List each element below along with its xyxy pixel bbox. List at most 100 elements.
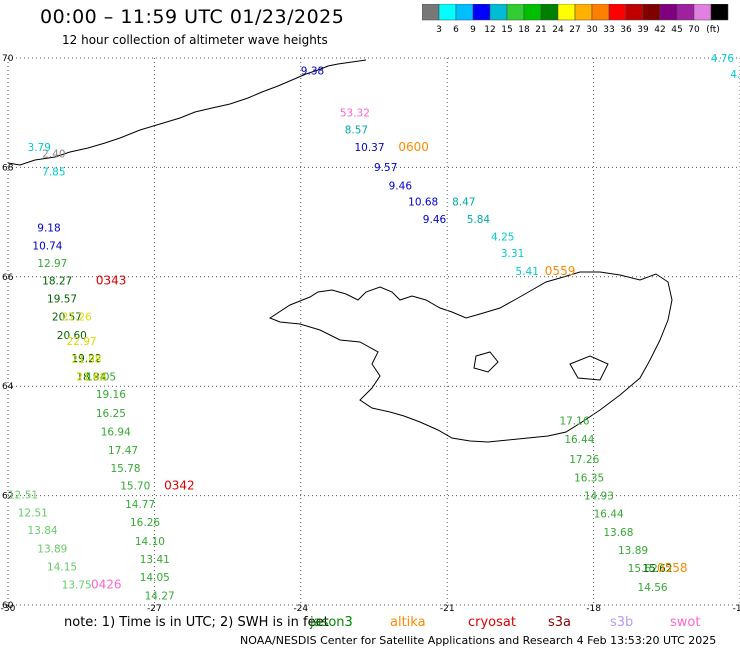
- wave-height-label: 9.46: [389, 180, 413, 192]
- wave-height-label: 14.93: [584, 490, 614, 502]
- wave-height-label: 14.27: [145, 591, 175, 603]
- legend-label: 33: [603, 25, 614, 35]
- axis-tick-labels: -30 -27 -24 -21 -18 -15 70 68 66 64 62 60: [1, 54, 740, 614]
- wave-height-label: 9.38: [301, 65, 324, 77]
- legend-label: 30: [586, 25, 598, 35]
- lat-tick-label: 64: [2, 382, 14, 392]
- map-subtitle: 12 hour collection of altimeter wave hei…: [62, 33, 328, 47]
- wave-height-label: 4.25: [491, 232, 514, 244]
- pass-time-label: 0558: [657, 561, 688, 575]
- wave-height-label: 9.46: [423, 214, 447, 226]
- lat-tick-label: 62: [2, 492, 13, 502]
- wave-height-label: 5.84: [467, 214, 491, 226]
- satellite-name: swot: [670, 615, 700, 630]
- lon-tick-label: -27: [147, 604, 162, 614]
- legend-label: 27: [569, 25, 580, 35]
- lat-tick-label: 66: [2, 273, 14, 283]
- lon-tick-label: -21: [440, 604, 455, 614]
- wave-height-label: 9.18: [37, 222, 60, 234]
- wave-height-label: 12.51: [18, 507, 48, 519]
- legend-label: 36: [620, 25, 632, 35]
- legend-label: 42: [654, 25, 665, 35]
- lat-tick-label: 70: [2, 54, 14, 64]
- legend-label: 39: [637, 25, 649, 35]
- lon-tick-label: -15: [733, 604, 740, 614]
- note-text: note: 1) Time is in UTC; 2) SWH is in fe…: [64, 615, 329, 630]
- iceland-coastline: [268, 271, 673, 443]
- footer-credit: NOAA/NESDIS Center for Satellite Applica…: [240, 634, 717, 647]
- legend-label: 3: [436, 25, 442, 35]
- legend-swatch: [710, 4, 729, 21]
- wave-height-label: 10.68: [408, 197, 438, 209]
- legend-unit: (ft): [706, 25, 720, 35]
- wave-height-label: 21.98: [71, 354, 101, 366]
- lon-tick-label: -18: [586, 604, 601, 614]
- pass-time-label: 0342: [164, 479, 195, 493]
- wave-height-labels: 9.38 53.32 8.57 8.47 5.84 10.37 9.57 9.46 10.68 9…: [8, 53, 740, 603]
- lat-tick-label: 68: [2, 163, 14, 173]
- legend-label: 45: [671, 25, 682, 35]
- wave-height-label: 10.74: [32, 240, 62, 252]
- wave-height-label: 17.47: [108, 445, 138, 457]
- wave-height-label: 53.32: [340, 108, 370, 120]
- wave-height-label: 21.26: [62, 312, 92, 324]
- wave-height-label: 14.77: [125, 499, 155, 511]
- satellite-name: s3a: [548, 615, 571, 630]
- wave-height-label: 15.70: [120, 481, 150, 493]
- wave-height-label: 13.75: [62, 580, 92, 592]
- satellite-name: s3b: [610, 615, 633, 630]
- wave-height-label: 16.25: [96, 408, 126, 420]
- wave-height-label: 13.89: [37, 543, 67, 555]
- wave-height-label: 13.41: [140, 554, 170, 566]
- satellite-name: cryosat: [468, 615, 516, 630]
- map-title: 00:00 – 11:59 UTC 01/23/2025: [40, 6, 345, 28]
- wave-height-label: 16.26: [130, 517, 160, 529]
- wave-height-label: 13.84: [28, 525, 58, 537]
- legend-label: 9: [470, 25, 476, 35]
- iceland-glacier: [569, 355, 609, 381]
- wave-height-label: 20.57: [52, 312, 82, 324]
- wave-height-label: 12.97: [37, 258, 67, 270]
- legend-label: 24: [552, 25, 564, 35]
- iceland-lake: [473, 351, 499, 373]
- wave-height-label: 19.05: [86, 372, 116, 384]
- satellite-name: jason3: [309, 615, 353, 630]
- wave-height-label: 16.94: [101, 426, 131, 438]
- wave-height-label: 4.36: [730, 69, 740, 81]
- lat-tick-label: 60: [2, 601, 14, 611]
- note-line: note: 1) Time is in UTC; 2) SWH is in fe…: [64, 615, 700, 630]
- satellite-name: altika: [390, 615, 426, 630]
- lon-tick-label: -24: [293, 604, 308, 614]
- wave-height-label: 3.79: [28, 142, 51, 154]
- wave-height-label: 14.56: [638, 582, 668, 594]
- pass-time-labels: 0600 0343 0559 0342 0426 0558: [91, 140, 688, 592]
- wave-height-label: 13.68: [603, 527, 633, 539]
- wave-height-label: 4.76: [711, 53, 735, 65]
- legend-label: 15: [501, 25, 512, 35]
- wave-height-label: 14.05: [140, 572, 170, 584]
- legend-label: 18: [518, 25, 530, 35]
- wave-height-label: 16.44: [594, 508, 624, 520]
- wave-height-label: 22.97: [67, 336, 97, 348]
- wave-height-label: 7.85: [42, 167, 65, 179]
- legend-label: 12: [484, 25, 495, 35]
- wave-height-label: 16.35: [574, 472, 604, 484]
- wave-height-label: 5.41: [516, 266, 539, 278]
- wave-height-label: 19.57: [47, 294, 77, 306]
- wave-height-label: 2.40: [42, 149, 65, 161]
- wave-height-label: 9.57: [374, 162, 397, 174]
- wave-height-label: 15.62: [628, 563, 658, 575]
- pass-time-label: 0426: [91, 578, 122, 592]
- wave-height-label: 3.31: [501, 248, 524, 260]
- wave-height-label: 18.27: [42, 275, 72, 287]
- legend-label: 70: [688, 25, 700, 35]
- wave-height-label: 15.78: [110, 463, 140, 475]
- legend-label: 21: [535, 25, 546, 35]
- wave-height-label: 8.47: [452, 197, 475, 209]
- wave-height-label: 8.57: [345, 124, 368, 136]
- wave-height-label: 14.10: [135, 536, 165, 548]
- wave-height-label: 15.62: [642, 563, 672, 575]
- wave-height-label: 17.16: [559, 415, 589, 427]
- wave-height-label: 14.15: [47, 562, 77, 574]
